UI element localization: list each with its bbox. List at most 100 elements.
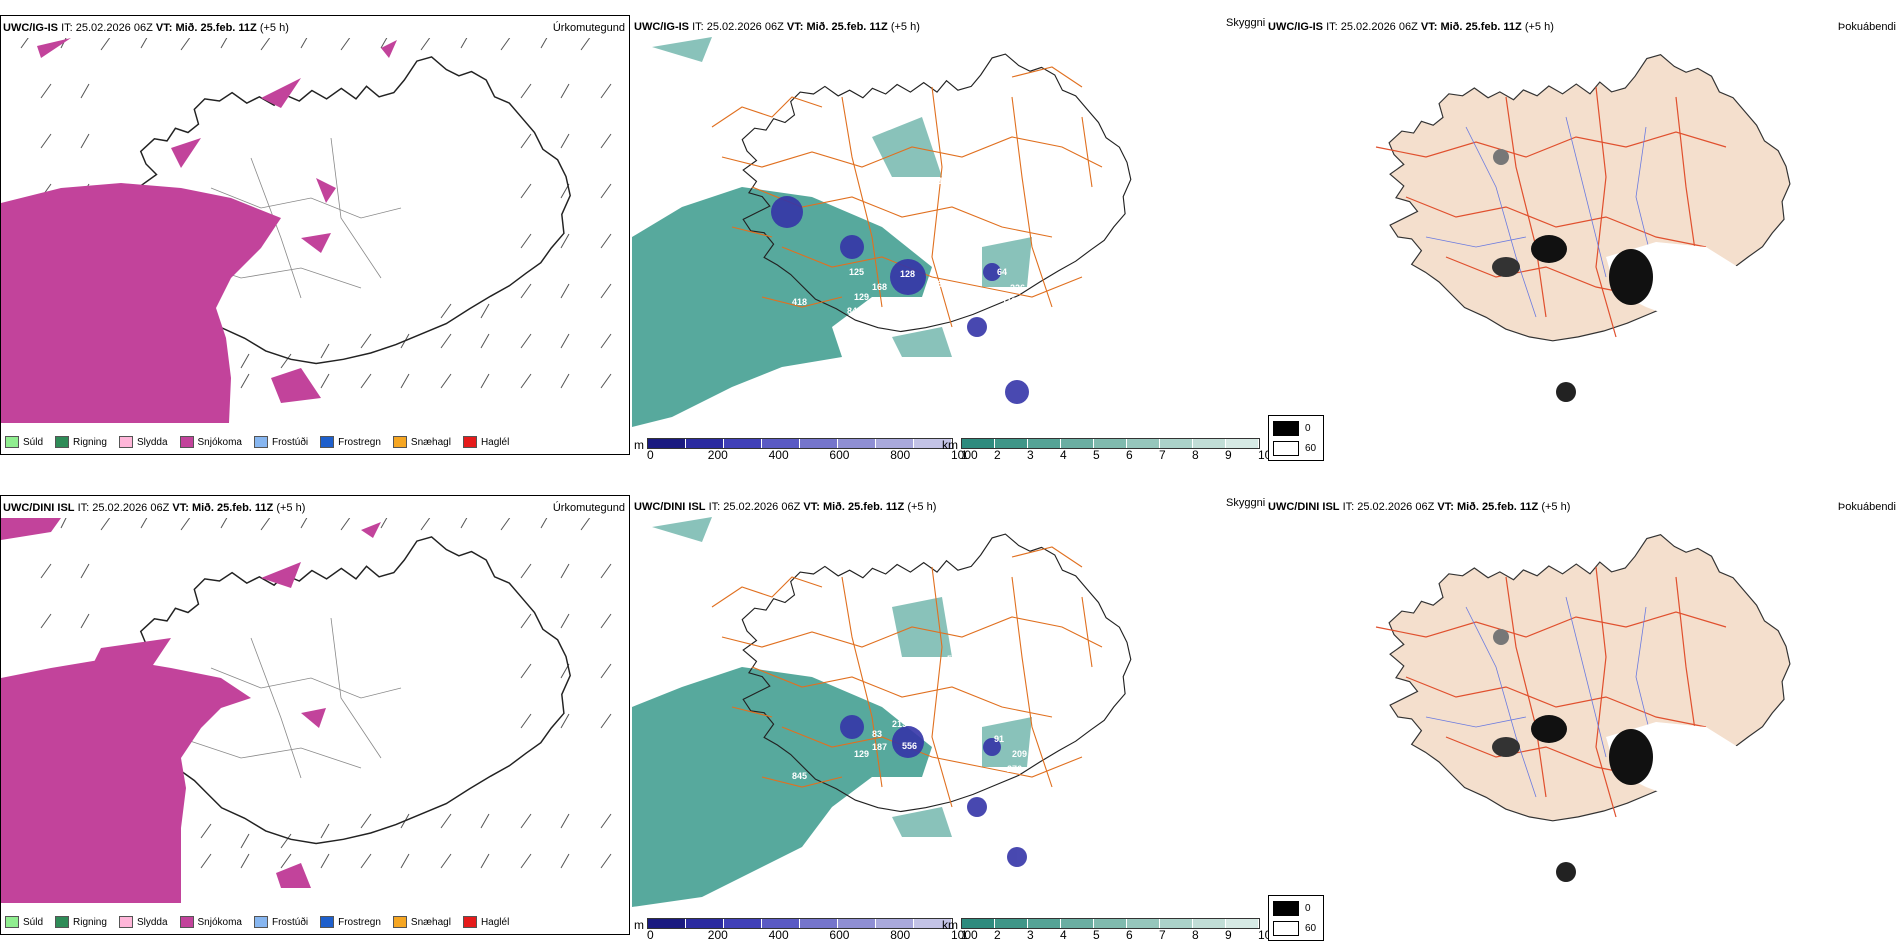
colorbar-tick: 9: [1225, 448, 1232, 462]
colorbar-cell: [1160, 919, 1193, 928]
ceiling-cells: [647, 918, 953, 929]
cloud-label: 418: [792, 297, 807, 307]
cloud-label: 314: [940, 264, 955, 274]
legend-item: Frostúði: [253, 916, 308, 928]
colorbar-cell: [1061, 439, 1094, 448]
cloud-label: 125: [849, 267, 864, 277]
panel-header: UWC/DINI ISL IT: 25.02.2026 06Z VT: Mið.…: [634, 501, 937, 513]
colorbar-cell: [1028, 919, 1061, 928]
colorbar-tick: 0: [647, 448, 654, 462]
fog-legend-item: 0: [1273, 421, 1319, 436]
cloud-label: 845: [792, 771, 807, 781]
cloud-panel-row1: UWC/IG-IS IT: 25.02.2026 06Z VT: Mið. 25…: [632, 15, 1271, 462]
panel-header: UWC/DINI ISL IT: 25.02.2026 06Z VT: Mið.…: [1268, 501, 1571, 513]
cloud-label: 129: [854, 292, 869, 302]
colorbar-cell: [914, 439, 952, 448]
legend-item: Haglél: [462, 436, 509, 448]
ceiling-unit: m: [634, 918, 644, 932]
colorbar-tick: 7: [1159, 448, 1166, 462]
panel-header: UWC/IG-IS IT: 25.02.2026 06Z VT: Mið. 25…: [1268, 21, 1554, 33]
legend-item: Haglél: [462, 916, 509, 928]
colorbar-cell: [686, 439, 724, 448]
cloud-map: 845 83 219 187 129 556 313 91 209 276 56…: [632, 517, 1132, 907]
colorbar-cell: [1226, 439, 1259, 448]
cloud-label: 276: [1007, 764, 1022, 774]
legend-swatch: [392, 916, 407, 928]
cloud-label: 566: [947, 654, 962, 664]
colorbar-tick: 200: [707, 448, 728, 462]
legend-swatch: [392, 436, 407, 448]
colorbar-cell: [648, 919, 686, 928]
panel-title: Þokuábendi: [1837, 501, 1896, 513]
panel-title: Úrkomutegund: [552, 22, 625, 34]
precip-panel-row2: UWC/DINI ISL IT: 25.02.2026 06Z VT: Mið.…: [0, 495, 630, 935]
panel-header: UWC/IG-IS IT: 25.02.2026 06Z VT: Mið. 25…: [634, 21, 920, 33]
legend-swatch: [253, 916, 268, 928]
cloud-label: 295: [950, 667, 965, 677]
legend-swatch: [179, 916, 194, 928]
ceiling-unit: m: [634, 438, 644, 452]
cloud-label: 430: [932, 176, 947, 186]
cloud-label: 219: [892, 719, 907, 729]
precip-map: [1, 38, 612, 423]
legend-item: Frostúði: [253, 436, 308, 448]
cloud-label: 129: [854, 749, 869, 759]
ceiling-colorbar: m 0 200 400 600 800 1000: [634, 918, 978, 942]
legend-swatch: [55, 916, 70, 928]
cloud-label: 142: [914, 859, 929, 869]
legend-item: Frostregn: [320, 916, 381, 928]
cloud-labels: 845 83 219 187 129 556 313 91 209 276 56…: [792, 644, 1027, 869]
colorbar-tick: 0: [647, 928, 654, 942]
panel-header: UWC/IG-IS IT: 25.02.2026 06Z VT: Mið. 25…: [3, 22, 289, 34]
colorbar-tick: 1: [961, 928, 968, 942]
colorbar-tick: 600: [829, 448, 850, 462]
colorbar-cell: [1193, 439, 1226, 448]
colorbar-tick: 400: [768, 928, 789, 942]
legend-swatch: [320, 436, 335, 448]
visibility-unit: km: [942, 438, 958, 452]
legend-swatch: [462, 916, 477, 928]
colorbar-tick: 6: [1126, 448, 1133, 462]
colorbar-cell: [962, 439, 995, 448]
legend-item: Rigning: [55, 436, 107, 448]
visibility-cells: [961, 438, 1260, 449]
colorbar-tick: 8: [1192, 448, 1199, 462]
colorbar-tick: 4: [1060, 928, 1067, 942]
cloud-label: 226: [1010, 283, 1025, 293]
panel-title: Skyggni: [1226, 17, 1266, 29]
fog-panel-row2: UWC/DINI ISL IT: 25.02.2026 06Z VT: Mið.…: [1266, 495, 1896, 941]
colorbar-cell: [1127, 439, 1160, 448]
cloud-labels: 418 125 168 129 845 314 176 128 240 430 …: [642, 176, 1025, 437]
colorbar-cell: [876, 439, 914, 448]
colorbar-cell: [1094, 919, 1127, 928]
precip-legend: Súld Rigning Slydda Snjókoma Frostúði Fr…: [5, 436, 509, 448]
ceiling-cells: [647, 438, 953, 449]
legend-item: Snjókoma: [179, 916, 242, 928]
cloud-label: 471: [642, 429, 657, 437]
precip-legend: Súld Rigning Slydda Snjókoma Frostúði Fr…: [5, 916, 509, 928]
colorbar-cell: [838, 439, 876, 448]
legend-item: Slydda: [118, 916, 168, 928]
legend-swatch: [253, 436, 268, 448]
legend-swatch: [5, 436, 19, 448]
colorbar-cell: [800, 439, 838, 448]
cloud-label: 150: [932, 859, 947, 869]
colorbar-tick: 1000: [951, 448, 978, 462]
colorbar-cell: [686, 919, 724, 928]
legend-swatch: [118, 436, 133, 448]
cloud-label: 240: [952, 189, 967, 199]
colorbar-cell: [995, 439, 1028, 448]
colorbar-cell: [648, 439, 686, 448]
colorbar-tick: 600: [829, 928, 850, 942]
cloud-label: 209: [1012, 749, 1027, 759]
fog-swatch: [1273, 921, 1299, 936]
cloud-map: 418 125 168 129 845 314 176 128 240 430 …: [632, 37, 1132, 437]
legend-swatch: [5, 916, 19, 928]
cloud-label: 556: [902, 741, 917, 751]
visibility-colorbar: km 1 2 3 4 5 6 7 8 9 10: [942, 918, 1271, 942]
panel-header: UWC/DINI ISL IT: 25.02.2026 06Z VT: Mið.…: [3, 502, 306, 514]
colorbar-tick: 200: [707, 928, 728, 942]
colorbar-cell: [800, 919, 838, 928]
legend-item: Snæhagl: [392, 916, 451, 928]
colorbar-cell: [1160, 439, 1193, 448]
